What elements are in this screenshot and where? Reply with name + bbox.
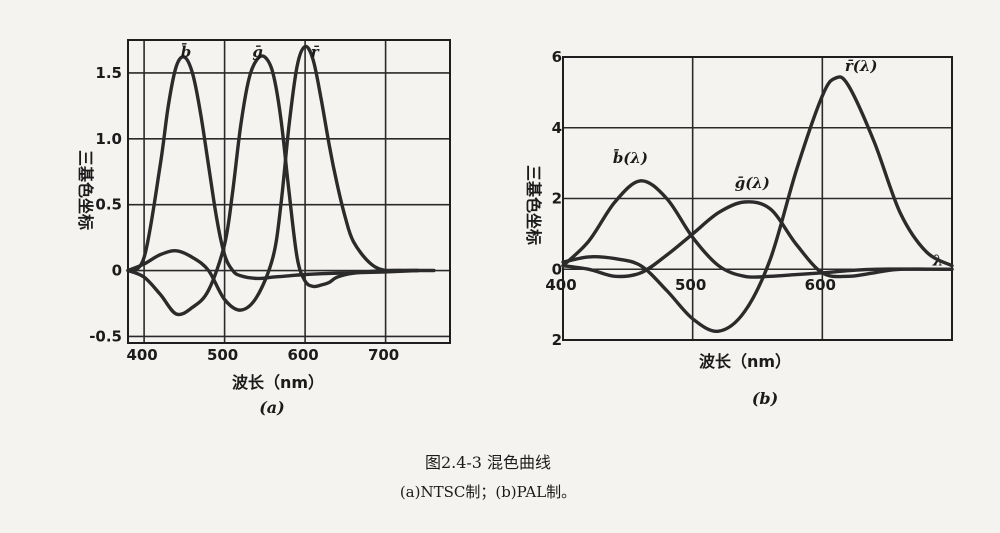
series-line-a-1 xyxy=(126,54,420,317)
plot-frame-b xyxy=(562,56,953,341)
y-tick-label: 0 xyxy=(112,262,122,280)
series-line-b-2 xyxy=(561,75,954,333)
figure-caption-subtitle: (a)NTSC制；(b)PAL制。 xyxy=(400,483,576,501)
figure-caption-title: 图2.4-3 混色曲线 xyxy=(425,453,551,472)
series-label: r̄(λ) xyxy=(845,57,878,75)
y-tick-label: -0.5 xyxy=(89,327,122,345)
series-label: b̄(λ) xyxy=(613,148,648,167)
y-tick-label: 1.0 xyxy=(95,130,122,148)
panel-label: (b) xyxy=(752,389,778,408)
y-axis-title: 三基色坐标 xyxy=(76,150,95,230)
y-tick-label: 1.5 xyxy=(95,64,122,82)
series-line-a-2 xyxy=(126,44,436,312)
series-line-b-1 xyxy=(561,200,954,279)
plot-frame-a xyxy=(127,39,451,344)
chart-a-ntsc: -0.5 0 0.5 1.0 1.5 400 500 600 700 波长（nm） 三基色坐标 (a)… xyxy=(76,39,451,417)
x-axis-title: 波长（nm） xyxy=(699,352,791,371)
x-tick-label: 500 xyxy=(675,276,706,294)
x-tick-label: 600 xyxy=(287,346,318,364)
panel-label: (a) xyxy=(259,398,285,417)
y-tick-label: 6 xyxy=(552,48,562,66)
y-axis-title: 三基色坐标 xyxy=(524,165,543,245)
y-tick-label: 2 xyxy=(552,331,562,349)
series-label: ḡ(λ) xyxy=(735,174,770,192)
series-label: r̄ xyxy=(311,43,320,61)
x-axis-title: 波长（nm） xyxy=(232,373,324,392)
x-tick-label: 400 xyxy=(545,276,576,294)
y-tick-label: 2 xyxy=(552,190,562,208)
series-label: ḡ xyxy=(252,43,263,61)
series-label: b̄ xyxy=(181,42,192,61)
y-tick-label: 4 xyxy=(552,119,562,137)
x-tick-label: 700 xyxy=(368,346,399,364)
series-line-a-0 xyxy=(126,55,420,281)
x-tick-label: 500 xyxy=(207,346,238,364)
y-tick-label: 0.5 xyxy=(95,196,122,214)
y-tick-label: 0 xyxy=(552,260,562,278)
x-tick-label: 400 xyxy=(126,346,157,364)
x-tick-label: 600 xyxy=(805,276,836,294)
